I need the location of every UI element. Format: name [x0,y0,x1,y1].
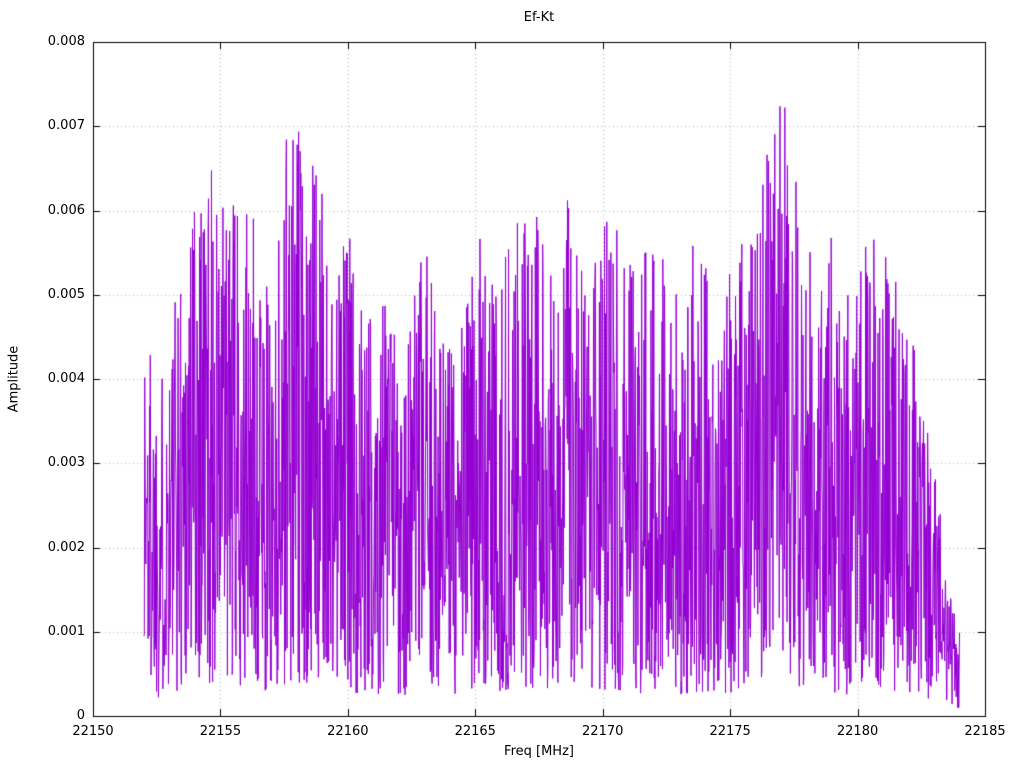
y-tick-label: 0.008 [47,34,85,49]
y-tick-label: 0 [76,708,85,723]
y-tick-label: 0.006 [47,202,85,218]
y-tick-label: 0.007 [47,118,85,134]
x-tick-label: 22165 [454,724,496,739]
y-tick-label: 0.002 [47,539,85,555]
x-tick-label: 22180 [836,724,879,739]
x-tick-label: 22185 [964,724,1006,739]
x-tick-label: 22160 [327,724,369,739]
y-tick-label: 0.004 [47,371,85,386]
y-tick-label: 0.003 [47,455,85,471]
y-tick-label: 0.005 [47,286,85,302]
y-tick-label: 0.001 [47,623,85,639]
x-axis-label: Freq [MHz] [504,744,574,759]
y-axis-label: Amplitude [6,345,22,413]
chart-title: Ef-Kt [523,10,555,25]
x-tick-label: 22175 [709,724,751,739]
x-tick-label: 22170 [582,724,624,739]
x-tick-label: 22155 [199,724,242,739]
x-tick-label: 22150 [72,724,114,739]
